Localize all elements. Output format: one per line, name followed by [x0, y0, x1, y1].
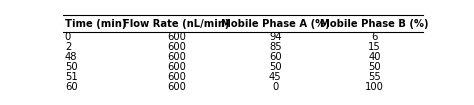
- Text: 48: 48: [65, 52, 77, 62]
- Text: 55: 55: [368, 72, 381, 82]
- Text: 51: 51: [65, 72, 78, 82]
- Text: 15: 15: [368, 42, 381, 52]
- Text: 45: 45: [269, 72, 282, 82]
- Text: 50: 50: [368, 62, 381, 72]
- Text: 600: 600: [167, 62, 186, 72]
- Text: Mobile Phase B (%): Mobile Phase B (%): [320, 18, 428, 29]
- Text: 6: 6: [371, 32, 377, 42]
- Text: Flow Rate (nL/min): Flow Rate (nL/min): [123, 18, 229, 29]
- Text: 94: 94: [269, 32, 282, 42]
- Text: 600: 600: [167, 72, 186, 82]
- Text: 60: 60: [65, 82, 77, 92]
- Text: 600: 600: [167, 52, 186, 62]
- Text: 0: 0: [272, 82, 278, 92]
- Text: 40: 40: [368, 52, 381, 62]
- Text: 600: 600: [167, 32, 186, 42]
- Text: 50: 50: [65, 62, 77, 72]
- Text: 2: 2: [65, 42, 71, 52]
- Text: 100: 100: [365, 82, 384, 92]
- Text: Mobile Phase A (%): Mobile Phase A (%): [221, 18, 330, 29]
- Text: 60: 60: [269, 52, 282, 62]
- Text: 85: 85: [269, 42, 282, 52]
- Text: 0: 0: [65, 32, 71, 42]
- Text: 50: 50: [269, 62, 282, 72]
- Text: 600: 600: [167, 42, 186, 52]
- Text: Time (min): Time (min): [65, 18, 126, 29]
- Text: 600: 600: [167, 82, 186, 92]
